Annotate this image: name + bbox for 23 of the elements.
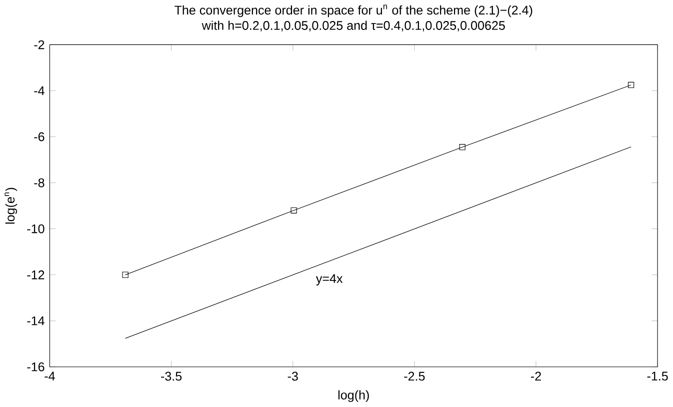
- y-tick-label: -4: [34, 86, 44, 96]
- y-tick-label: -6: [34, 132, 44, 142]
- point: [122, 272, 128, 278]
- x-axis-title: log(h): [338, 390, 369, 402]
- chart-title: The convergence order in space for u$^{n}$ of the scheme (2.1)−(2.4): [174, 4, 532, 18]
- y-tick-label: -16: [27, 362, 44, 372]
- y-tick-label: -12: [27, 270, 44, 280]
- y-tick-label: -14: [27, 316, 44, 326]
- x-tick-label: -1.5: [647, 372, 668, 381]
- annotation: y=4x: [316, 274, 343, 286]
- y-tick-label: -8: [34, 178, 44, 188]
- x-tick-label: -4: [44, 372, 55, 381]
- chart-subtitle: with h=0.2,0.1,0.05,0.025 and τ=0.4,0.1,0.025,0.00625: [202, 20, 505, 32]
- x-tick-label: -3: [288, 372, 298, 381]
- y-axis-title: log(e$^{n}$): [4, 188, 18, 224]
- point: [628, 82, 634, 88]
- y-tick-label: -2: [34, 40, 44, 50]
- x-tick-label: -2.5: [404, 372, 425, 381]
- point: [290, 208, 297, 214]
- point: [459, 144, 466, 150]
- x-tick-label: -2: [530, 372, 541, 381]
- x-tick-label: -3.5: [161, 372, 182, 381]
- y-tick-label: -10: [27, 224, 44, 234]
